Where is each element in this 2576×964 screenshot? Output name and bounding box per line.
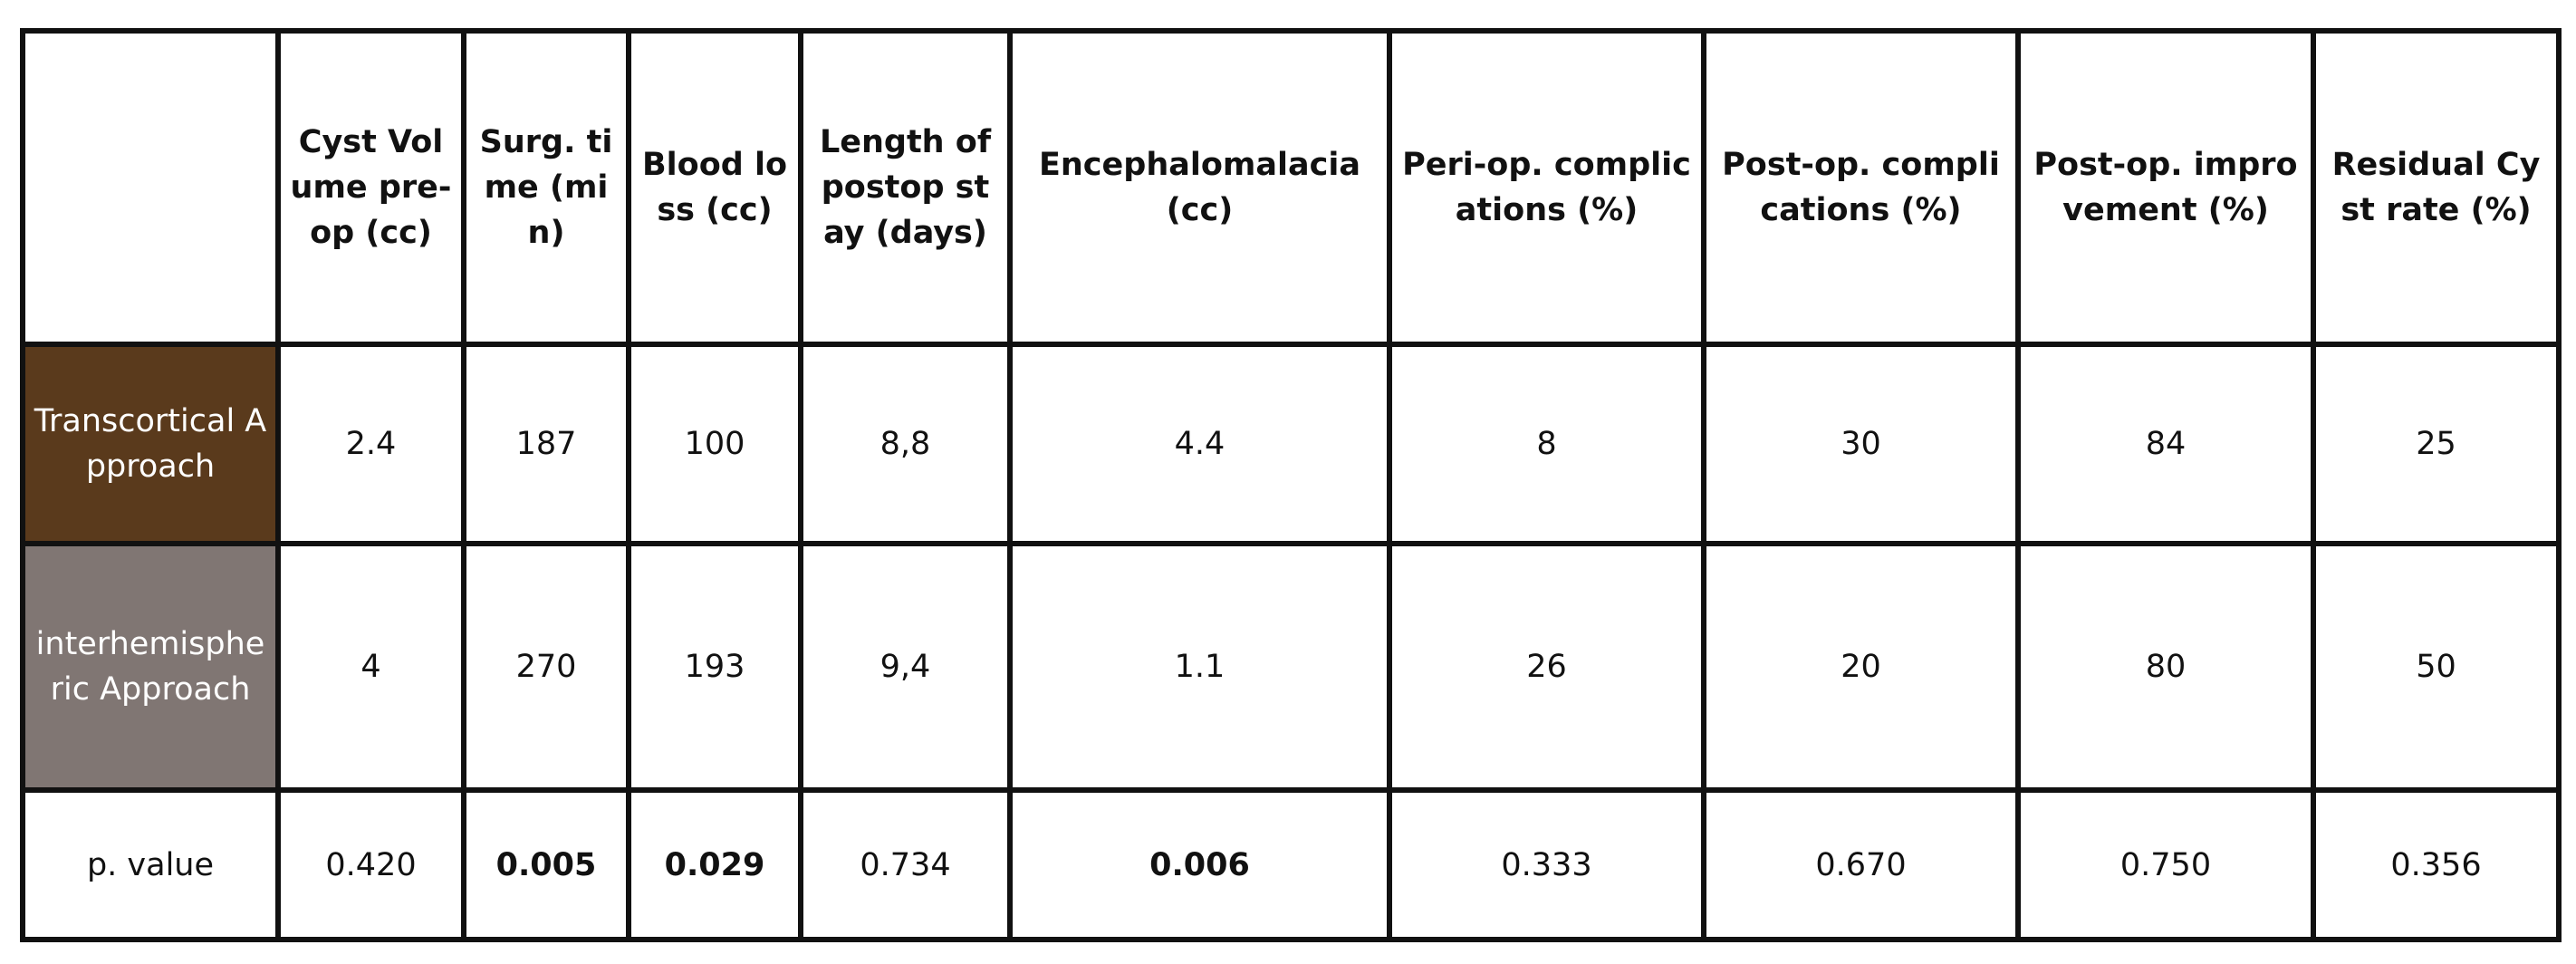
header-length-of-stay: Length of postop stay (days)	[798, 28, 1013, 347]
p-value-cell: 0.420	[275, 787, 466, 942]
table-cell: 84	[2015, 342, 2316, 546]
table-cell: 8,8	[798, 342, 1013, 546]
p-value-cell: 0.356	[2311, 787, 2562, 942]
table-cell: 270	[461, 541, 631, 793]
header-periop-complications: Peri-op. complications (%)	[1387, 28, 1706, 347]
table-cell: 30	[1701, 342, 2021, 546]
table-cell: 9,4	[798, 541, 1013, 793]
row-label-transcortical: Transcortical Approach	[20, 342, 281, 546]
table-cell: 25	[2311, 342, 2562, 546]
table-cell: 80	[2015, 541, 2316, 793]
header-encephalomalacia: Encephalomalacia (cc)	[1007, 28, 1392, 347]
p-value-row: p. value 0.420 0.005 0.029 0.734 0.006 0…	[20, 787, 2562, 942]
p-value-cell: 0.029	[626, 787, 803, 942]
table-cell: 193	[626, 541, 803, 793]
row-label-p-value: p. value	[20, 787, 281, 942]
table-cell: 26	[1387, 541, 1706, 793]
p-value-cell: 0.750	[2015, 787, 2316, 942]
row-label-interhemispheric: interhemispheric Approach	[20, 541, 281, 793]
header-cyst-volume: Cyst Volume pre-op (cc)	[275, 28, 466, 347]
header-row: Cyst Volume pre-op (cc) Surg. time (min)…	[20, 28, 2562, 347]
table-cell: 4	[275, 541, 466, 793]
header-blood-loss: Blood loss (cc)	[626, 28, 803, 347]
table-cell: 50	[2311, 541, 2562, 793]
table-cell: 2.4	[275, 342, 466, 546]
results-table: Cyst Volume pre-op (cc) Surg. time (min)…	[20, 28, 2562, 942]
p-value-cell: 0.006	[1007, 787, 1392, 942]
table-cell: 20	[1701, 541, 2021, 793]
table-cell: 100	[626, 342, 803, 546]
p-value-cell: 0.670	[1701, 787, 2021, 942]
p-value-cell: 0.005	[461, 787, 631, 942]
table-cell: 4.4	[1007, 342, 1392, 546]
table-cell: 187	[461, 342, 631, 546]
header-corner-cell	[20, 28, 281, 347]
table-cell: 1.1	[1007, 541, 1392, 793]
table-row: interhemispheric Approach 4 270 193 9,4 …	[20, 541, 2562, 793]
header-postop-complications: Post-op. complications (%)	[1701, 28, 2021, 347]
header-postop-improvement: Post-op. improvement (%)	[2015, 28, 2316, 347]
table-cell: 8	[1387, 342, 1706, 546]
table-row: Transcortical Approach 2.4 187 100 8,8 4…	[20, 342, 2562, 546]
header-surgery-time: Surg. time (min)	[461, 28, 631, 347]
header-residual-cyst-rate: Residual Cyst rate (%)	[2311, 28, 2562, 347]
p-value-cell: 0.333	[1387, 787, 1706, 942]
p-value-cell: 0.734	[798, 787, 1013, 942]
